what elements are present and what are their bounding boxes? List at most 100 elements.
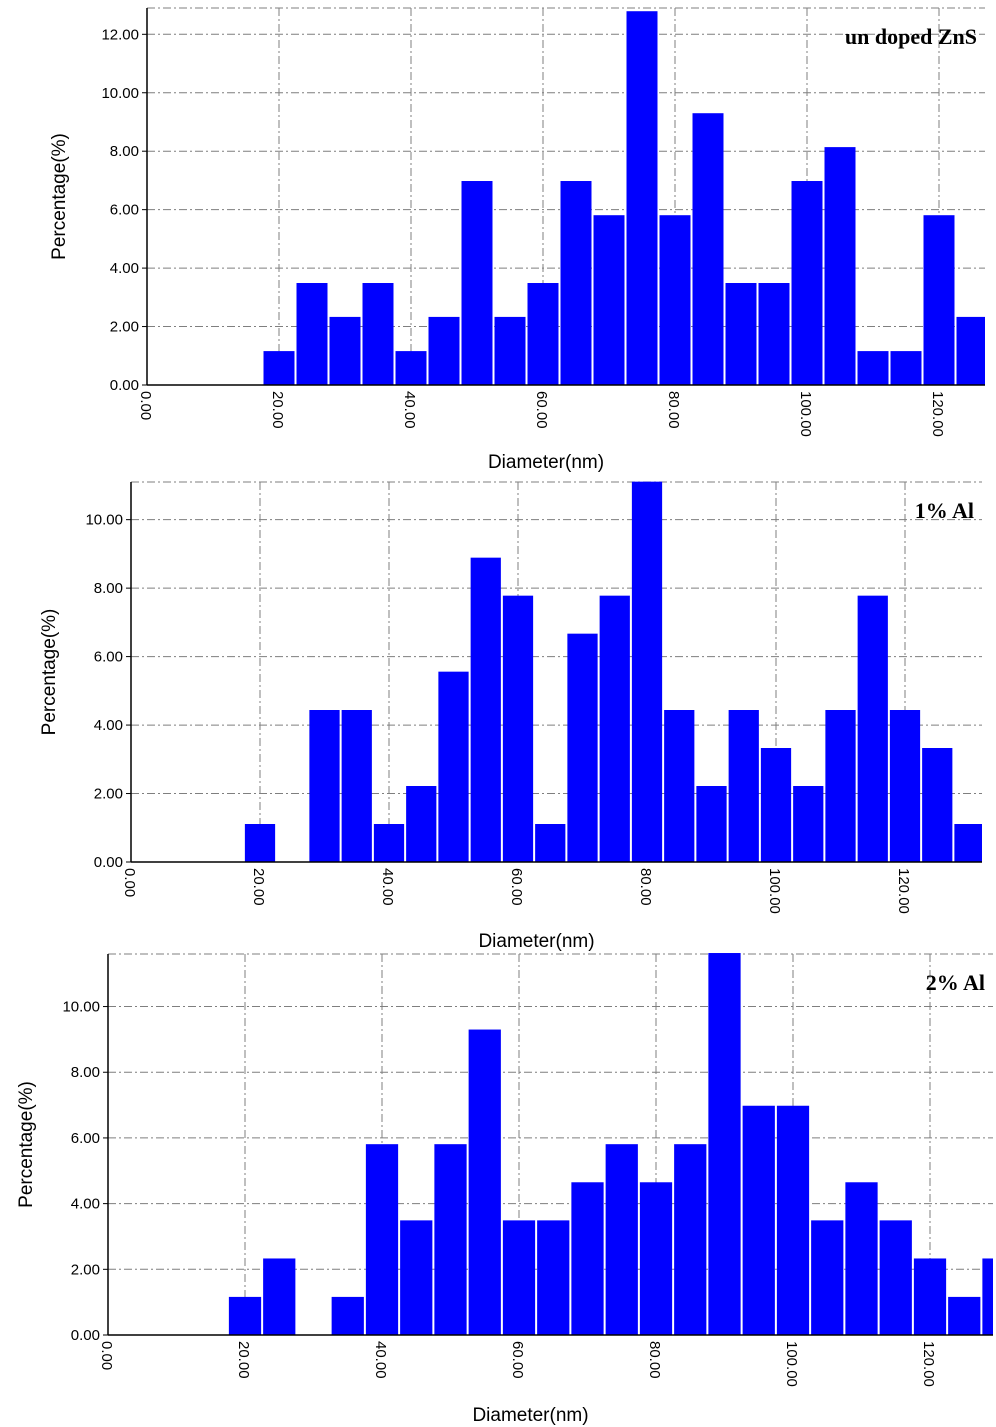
- histogram-bar: [824, 147, 856, 385]
- y-tick-label: 2.00: [94, 786, 123, 803]
- histogram-bar: [309, 710, 340, 862]
- histogram-bar: [331, 1296, 364, 1335]
- histogram-bar: [845, 1182, 878, 1335]
- x-tick-label: 0.00: [137, 391, 154, 420]
- x-tick-label: 100.00: [783, 1341, 800, 1387]
- histogram-bar: [470, 557, 501, 862]
- x-tick-label: 40.00: [401, 391, 418, 429]
- y-tick-label: 10.00: [101, 85, 139, 102]
- histogram-bar: [571, 1182, 604, 1335]
- x-tick-label: 20.00: [269, 391, 286, 429]
- histogram-bar: [639, 1182, 673, 1335]
- histogram-bar: [631, 481, 663, 862]
- y-tick-label: 8.00: [71, 1064, 100, 1081]
- histogram-bar: [438, 671, 469, 862]
- x-tick-label: 20.00: [235, 1341, 252, 1379]
- histogram-bar: [791, 181, 823, 385]
- histogram-bar: [760, 748, 792, 862]
- histogram-bar: [527, 283, 559, 385]
- y-axis-label: Percentage(%): [49, 133, 70, 260]
- y-axis-label: Percentage(%): [16, 1081, 37, 1208]
- histogram-bar: [605, 1144, 638, 1335]
- x-tick-label: 120.00: [929, 391, 946, 437]
- histogram-bar: [692, 113, 724, 385]
- y-tick-label: 4.00: [110, 260, 139, 277]
- histogram-bar: [879, 1220, 912, 1335]
- histogram-bar: [923, 215, 955, 385]
- histogram-bar: [913, 1258, 947, 1335]
- y-tick-label: 8.00: [110, 143, 139, 160]
- y-tick-label: 6.00: [71, 1130, 100, 1147]
- histogram-bar: [659, 215, 691, 385]
- x-tick-label: 40.00: [379, 868, 396, 906]
- histogram-bar: [244, 824, 276, 862]
- panel-title: un doped ZnS: [845, 24, 977, 49]
- histogram-panel-2pct-al: 0.00 2.00 4.00 6.00 8.00 10.00 0.00 20.00 40.00 6…: [16, 953, 993, 1426]
- histogram-bar: [494, 316, 526, 385]
- histogram-bar: [400, 1220, 433, 1335]
- histogram-bar: [857, 595, 888, 862]
- y-tick-label: 0.00: [71, 1327, 100, 1344]
- x-tick-label: 80.00: [646, 1341, 663, 1379]
- histogram-bar: [468, 1029, 501, 1335]
- histogram-bar: [593, 215, 625, 385]
- histogram-bar: [560, 181, 592, 385]
- x-tick-label: 100.00: [797, 391, 814, 437]
- x-tick-label: 60.00: [533, 391, 550, 429]
- histogram-bar: [725, 283, 757, 385]
- y-tick-label: 10.00: [62, 999, 100, 1016]
- x-axis-label: Diameter(nm): [488, 452, 604, 473]
- histogram-panel-1pct-al: 0.00 2.00 4.00 6.00 8.00 10.00 0.00 20.00 40.00 6…: [39, 481, 982, 952]
- histogram-bar: [535, 824, 566, 862]
- histogram-bar: [373, 824, 405, 862]
- panel-title: 2% Al: [926, 970, 985, 995]
- histogram-bar: [434, 1144, 467, 1335]
- histogram-bar: [329, 316, 361, 385]
- x-tick-label: 80.00: [665, 391, 682, 429]
- y-tick-label: 0.00: [110, 377, 139, 394]
- histogram-bar: [228, 1296, 262, 1335]
- histogram-panel-undoped: 0.00 2.00 4.00 6.00 8.00 10.00 12.00 0.00 20.00 4…: [49, 7, 985, 473]
- histogram-bar: [956, 316, 985, 385]
- histogram-bar: [742, 1105, 775, 1335]
- x-axis-label: Diameter(nm): [478, 931, 594, 952]
- x-tick-label: 80.00: [637, 868, 654, 906]
- x-tick-label: 20.00: [250, 868, 267, 906]
- histogram-bar: [696, 786, 727, 862]
- y-tick-label: 2.00: [110, 319, 139, 336]
- histogram-bar: [811, 1220, 844, 1335]
- histogram-bar: [296, 283, 328, 385]
- x-tick-label: 60.00: [509, 1341, 526, 1379]
- histogram-bar: [728, 710, 759, 862]
- histogram-bar: [982, 1258, 993, 1335]
- histogram-bar: [857, 351, 889, 385]
- y-tick-label: 2.00: [71, 1261, 100, 1278]
- x-tick-label: 40.00: [372, 1341, 389, 1379]
- histogram-bar: [395, 351, 427, 385]
- x-tick-label: 0.00: [121, 868, 138, 897]
- y-tick-label: 8.00: [94, 580, 123, 597]
- histogram-bar: [890, 351, 922, 385]
- x-tick-label: 100.00: [766, 868, 783, 914]
- y-tick-label: 0.00: [94, 854, 123, 871]
- y-axis-label: Percentage(%): [39, 609, 60, 736]
- histogram-bar: [537, 1220, 570, 1335]
- x-tick-label: 60.00: [508, 868, 525, 906]
- x-axis-label: Diameter(nm): [472, 1405, 588, 1426]
- histogram-bar: [362, 283, 394, 385]
- histogram-bar: [664, 710, 695, 862]
- histogram-bar: [365, 1144, 399, 1335]
- y-tick-label: 10.00: [85, 512, 123, 529]
- histogram-bar: [461, 181, 493, 385]
- histogram-bar: [406, 786, 437, 862]
- y-tick-label: 4.00: [94, 717, 123, 734]
- x-tick-label: 120.00: [895, 868, 912, 914]
- x-tick-label: 120.00: [920, 1341, 937, 1387]
- histogram-bar: [341, 710, 372, 862]
- histogram-bar: [674, 1144, 707, 1335]
- histogram-bar: [758, 283, 790, 385]
- histogram-bar: [502, 595, 534, 862]
- histogram-bar: [626, 11, 658, 385]
- panel-title: 1% Al: [915, 498, 974, 523]
- histogram-bar: [793, 786, 824, 862]
